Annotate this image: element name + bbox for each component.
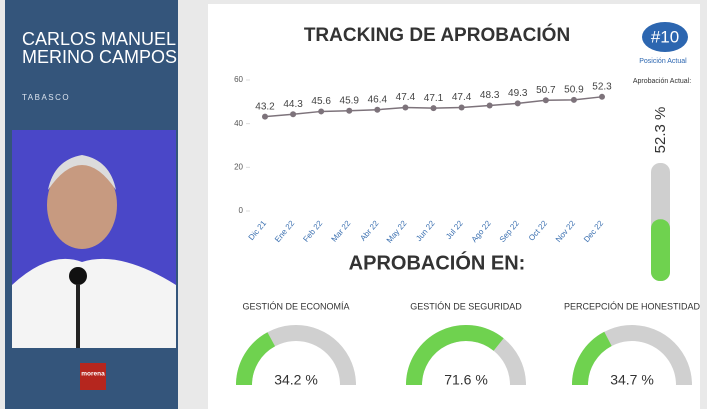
party-logo bbox=[80, 363, 106, 390]
data-label: 46.4 bbox=[368, 94, 388, 105]
point bbox=[514, 100, 521, 107]
data-label: 48.3 bbox=[480, 90, 500, 101]
data-label: 50.9 bbox=[564, 85, 584, 96]
data-label: 49.3 bbox=[508, 88, 528, 99]
y-tick-label: 20 bbox=[234, 162, 243, 171]
data-label: 52.3 bbox=[592, 81, 612, 92]
microphone bbox=[69, 267, 87, 285]
point bbox=[374, 106, 381, 113]
data-label: 50.7 bbox=[536, 85, 556, 96]
data-label: 47.1 bbox=[424, 93, 444, 104]
point bbox=[430, 105, 437, 112]
hair bbox=[48, 155, 116, 190]
rank-caption: Posición Actual bbox=[639, 58, 687, 65]
point bbox=[402, 104, 409, 111]
data-label: 45.6 bbox=[311, 96, 331, 107]
shirt bbox=[12, 258, 176, 348]
candidate-name: MERINO CAMPOS bbox=[22, 47, 177, 67]
y-tick-label: 40 bbox=[234, 119, 243, 128]
photo bbox=[12, 130, 176, 348]
chart-title: TRACKING DE APROBACIÓN bbox=[304, 24, 570, 46]
mic-stand bbox=[76, 284, 80, 348]
point bbox=[262, 113, 268, 120]
data-label: 44.3 bbox=[283, 99, 303, 110]
gauge-title: GESTIÓN DE SEGURIDAD bbox=[410, 301, 522, 311]
main-panel bbox=[208, 4, 700, 409]
gauge-value bbox=[406, 325, 504, 386]
gauge-title: PERCEPCIÓN DE HONESTIDAD bbox=[564, 301, 701, 311]
party-name: morena bbox=[81, 371, 105, 378]
y-tick-label: 60 bbox=[234, 75, 243, 84]
gauge-value bbox=[236, 332, 276, 386]
face bbox=[47, 161, 117, 249]
point bbox=[542, 97, 549, 104]
gauge-title: GESTIÓN DE ECONOMÍA bbox=[242, 301, 349, 311]
data-label: 43.2 bbox=[255, 101, 275, 112]
point bbox=[290, 111, 297, 118]
point bbox=[318, 108, 325, 115]
bar-title: Aprobación Actual: bbox=[633, 78, 691, 85]
section-title: APROBACIÓN EN: bbox=[349, 250, 526, 274]
bar-label: 52.3 % bbox=[652, 107, 669, 154]
data-label: 47.4 bbox=[396, 92, 416, 103]
gauge-label: 34.2 % bbox=[274, 372, 318, 388]
point bbox=[570, 96, 577, 103]
gauge-label: 71.6 % bbox=[444, 372, 488, 388]
gauge-value bbox=[572, 331, 612, 386]
rank-label: #10 bbox=[651, 27, 679, 46]
point bbox=[458, 104, 465, 111]
y-tick-label: 0 bbox=[239, 206, 244, 215]
rank-badge bbox=[642, 22, 688, 52]
point bbox=[599, 93, 605, 100]
point bbox=[346, 107, 353, 114]
state: TABASCO bbox=[22, 93, 70, 102]
bar bbox=[651, 219, 670, 281]
data-label: 47.4 bbox=[452, 92, 472, 103]
data-label: 45.9 bbox=[340, 95, 360, 106]
point bbox=[486, 102, 493, 109]
candidate-name: CARLOS MANUEL bbox=[22, 29, 176, 49]
gauge-label: 34.7 % bbox=[610, 372, 654, 388]
